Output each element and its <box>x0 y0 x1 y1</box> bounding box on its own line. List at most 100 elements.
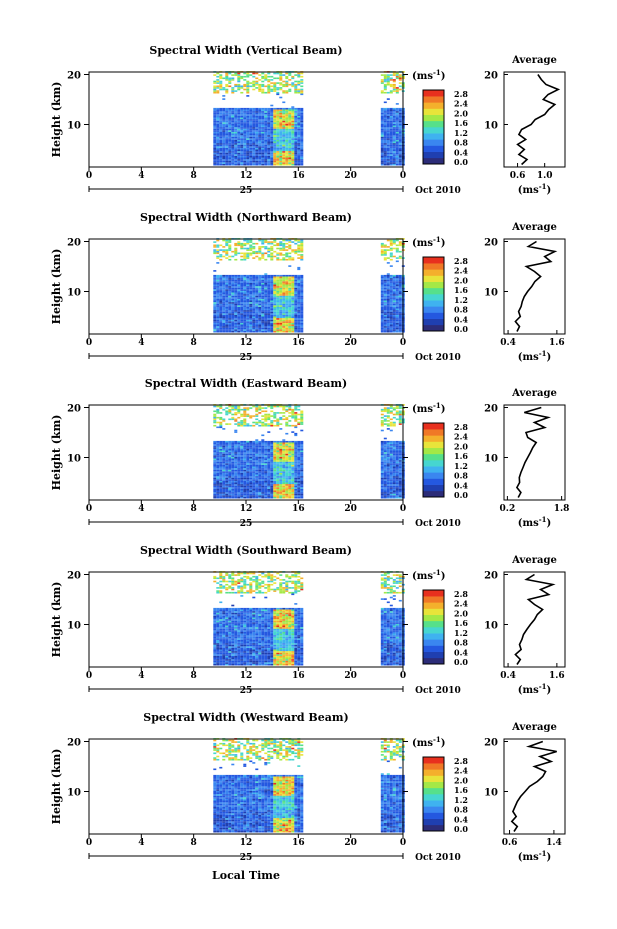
heatmap-cell <box>282 479 286 481</box>
heatmap-cell <box>282 163 286 166</box>
heatmap-cell <box>234 163 238 166</box>
heatmap-cell <box>285 440 289 443</box>
heatmap-cell <box>291 286 295 288</box>
heatmap-cell <box>273 287 277 290</box>
heatmap-cell <box>252 290 256 293</box>
heatmap-cell <box>273 303 277 306</box>
heatmap-cell <box>300 471 304 473</box>
heatmap-cell <box>297 281 301 283</box>
heatmap-cell <box>231 287 235 290</box>
average-x-tick-label: 1.0 <box>537 171 553 181</box>
heatmap-cell <box>380 295 384 298</box>
heatmap-cell <box>288 289 292 291</box>
heatmap-cell <box>285 139 289 142</box>
heatmap-cell <box>273 442 277 445</box>
heatmap-cell <box>258 468 262 470</box>
heatmap-cell <box>213 122 217 124</box>
heatmap-cell <box>237 154 241 156</box>
heatmap-cell <box>249 321 253 323</box>
heatmap-cell <box>291 322 295 325</box>
heatmap-cell <box>264 474 268 477</box>
heatmap-cell <box>300 147 304 150</box>
heatmap-cell <box>243 122 247 124</box>
heatmap-cell <box>225 482 229 485</box>
heatmap-cell <box>231 453 235 456</box>
heatmap-cell <box>213 306 217 309</box>
heatmap-cell <box>297 72 301 75</box>
heatmap-cell <box>392 319 396 322</box>
heatmap-cell <box>276 461 280 464</box>
heatmap-cell <box>225 295 229 298</box>
heatmap-cell <box>389 77 393 80</box>
heatmap-cell <box>240 496 244 499</box>
heatmap-cell <box>258 408 262 411</box>
heatmap-cell <box>392 461 396 464</box>
heatmap-cell <box>252 482 256 485</box>
heatmap-cell <box>291 413 295 416</box>
heatmap-cell <box>261 421 265 424</box>
heatmap-cell <box>285 133 289 136</box>
heatmap-cell <box>398 244 402 247</box>
heatmap-cell <box>279 492 283 494</box>
heatmap-cell <box>294 239 298 242</box>
heatmap-cell <box>261 163 265 166</box>
heatmap-cell <box>276 327 280 330</box>
heatmap-cell <box>255 330 259 333</box>
heatmap-cell <box>243 149 247 152</box>
heatmap-cell <box>255 306 259 309</box>
heatmap-cell <box>258 294 262 296</box>
heatmap-cell <box>249 460 253 462</box>
heatmap-cell <box>294 306 298 309</box>
heatmap-cell <box>258 292 262 295</box>
heatmap-cell <box>297 295 301 298</box>
heatmap-cell <box>231 418 235 421</box>
heatmap-cell <box>246 289 250 291</box>
heatmap-cell <box>273 125 277 128</box>
heatmap-cell <box>380 141 384 144</box>
heatmap-cell <box>261 123 265 126</box>
heatmap-cell <box>282 246 286 248</box>
heatmap-cell <box>246 149 250 152</box>
heatmap-cell <box>246 471 250 473</box>
heatmap-cell <box>395 308 399 311</box>
heatmap-cell <box>288 258 292 261</box>
heatmap-cell <box>300 415 304 417</box>
heatmap-cell <box>279 152 283 155</box>
heatmap-cell <box>243 452 247 454</box>
heatmap-cell <box>228 80 232 83</box>
heatmap-cell <box>285 469 289 472</box>
heatmap-cell <box>288 119 292 121</box>
heatmap-cell <box>213 461 217 464</box>
heatmap-cell <box>213 114 217 116</box>
heatmap-cell <box>294 115 298 118</box>
heatmap-cell <box>219 423 223 425</box>
heatmap-cell <box>255 154 259 156</box>
heatmap-cell <box>252 496 256 499</box>
heatmap-cell <box>216 442 220 445</box>
heatmap-cell <box>380 300 384 303</box>
heatmap-cell <box>213 154 217 156</box>
heatmap-cell <box>383 316 387 319</box>
heatmap-cell <box>246 474 250 477</box>
heatmap-cell <box>270 157 274 160</box>
heatmap-cell <box>225 151 229 153</box>
heatmap-cell <box>297 479 301 481</box>
heatmap-cell <box>297 294 301 296</box>
heatmap-cell <box>389 460 393 462</box>
heatmap-cell <box>395 300 399 303</box>
heatmap-cell <box>264 318 268 320</box>
heatmap-cell <box>234 310 238 312</box>
heatmap-cell <box>264 289 268 291</box>
heatmap-cell <box>264 127 268 129</box>
heatmap-cell <box>398 114 402 116</box>
heatmap-cell <box>231 163 235 166</box>
heatmap-cell <box>285 119 289 121</box>
heatmap-cell <box>216 252 220 255</box>
heatmap-cell <box>389 326 393 328</box>
colorbar-unit: (ms-1) <box>412 235 445 249</box>
heatmap-cell <box>237 476 241 478</box>
heatmap-cell <box>228 408 232 411</box>
panel-title: Spectral Width (Eastward Beam) <box>145 377 347 390</box>
heatmap-cell <box>273 147 277 150</box>
heatmap-cell <box>383 297 387 299</box>
